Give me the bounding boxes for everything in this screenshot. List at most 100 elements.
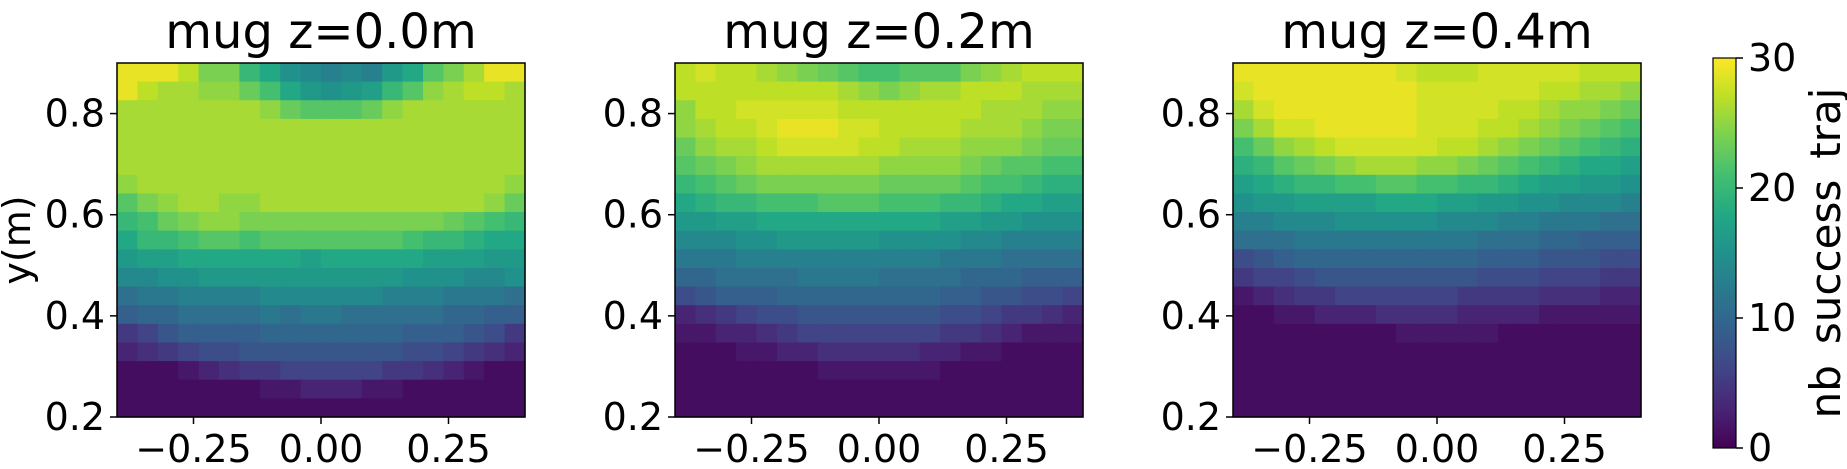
heatmap-cell bbox=[504, 174, 526, 195]
heatmap-cell bbox=[1396, 305, 1418, 325]
heatmap-cell bbox=[423, 361, 444, 381]
heatmap-cell bbox=[341, 398, 363, 418]
heatmap-cell bbox=[1477, 323, 1499, 344]
heatmap-cell bbox=[756, 81, 778, 101]
heatmap-cell bbox=[1457, 323, 1479, 344]
heatmap-cell bbox=[484, 323, 506, 344]
y-tick-label: 0.8 bbox=[603, 92, 663, 136]
heatmap-cell bbox=[1600, 212, 1622, 232]
heatmap-cell bbox=[960, 81, 982, 101]
heatmap-cell bbox=[423, 267, 444, 288]
heatmap-cell bbox=[1457, 100, 1479, 120]
heatmap-cell bbox=[402, 193, 424, 213]
heatmap-cell bbox=[484, 212, 506, 232]
heatmap-cell bbox=[960, 63, 982, 83]
heatmap-cell bbox=[1498, 118, 1520, 139]
heatmap-cell bbox=[219, 156, 240, 176]
heatmap-cell bbox=[756, 361, 778, 381]
heatmap-cell bbox=[157, 398, 179, 418]
heatmap-cell bbox=[1294, 305, 1316, 325]
heatmap-cell bbox=[259, 81, 281, 101]
heatmap-cell bbox=[1477, 230, 1499, 250]
heatmap-cell bbox=[838, 118, 860, 139]
heatmap-cell bbox=[817, 212, 839, 232]
heatmap-cell bbox=[919, 118, 941, 139]
heatmap-cell bbox=[1335, 137, 1356, 157]
heatmap-cell bbox=[1579, 323, 1601, 344]
heatmap-cell bbox=[715, 156, 737, 176]
heatmap-cell bbox=[239, 379, 261, 399]
heatmap-cell bbox=[1253, 174, 1275, 195]
heatmap-cell bbox=[1375, 212, 1397, 232]
heatmap-cell bbox=[321, 100, 342, 120]
heatmap-cell bbox=[1062, 379, 1084, 399]
heatmap-cell bbox=[797, 342, 819, 362]
heatmap-cell bbox=[1457, 342, 1479, 362]
heatmap-cell bbox=[463, 63, 485, 83]
heatmap-cell bbox=[1518, 81, 1540, 101]
heatmap-cell bbox=[504, 305, 526, 325]
heatmap-cell bbox=[1273, 267, 1295, 288]
heatmap-cell bbox=[361, 63, 383, 83]
heatmap-cell bbox=[858, 379, 880, 399]
heatmap-cell bbox=[402, 174, 424, 195]
heatmap-cell bbox=[1335, 156, 1356, 176]
heatmap-cell bbox=[1579, 305, 1601, 325]
heatmap-cell bbox=[239, 137, 261, 157]
heatmap-cell bbox=[736, 81, 758, 101]
heatmap-cell bbox=[1437, 398, 1458, 418]
heatmap-cell bbox=[239, 174, 261, 195]
heatmap-cell bbox=[117, 193, 138, 213]
heatmap-cell bbox=[919, 212, 941, 232]
heatmap-cell bbox=[402, 361, 424, 381]
heatmap-cell bbox=[1457, 212, 1479, 232]
heatmap-cell bbox=[1021, 286, 1043, 306]
heatmap-cell bbox=[1396, 63, 1418, 83]
heatmap-cell bbox=[117, 118, 138, 139]
heatmap-cell bbox=[1539, 398, 1560, 418]
heatmap-cell bbox=[1620, 63, 1642, 83]
heatmap-cell bbox=[879, 398, 900, 418]
heatmap-cell bbox=[504, 156, 526, 176]
heatmap-cell bbox=[981, 81, 1002, 101]
heatmap-cell bbox=[1620, 100, 1642, 120]
heatmap-cell bbox=[300, 137, 322, 157]
heatmap-cell bbox=[402, 379, 424, 399]
heatmap-cell bbox=[117, 137, 138, 157]
heatmap-cell bbox=[981, 63, 1002, 83]
heatmap-cell bbox=[899, 81, 921, 101]
heatmap-cell bbox=[899, 230, 921, 250]
heatmap-cell bbox=[1335, 230, 1356, 250]
heatmap-cell bbox=[1375, 249, 1397, 269]
heatmap-cell bbox=[1253, 137, 1275, 157]
heatmap-cell bbox=[300, 118, 322, 139]
heatmap-cell bbox=[940, 193, 962, 213]
heatmap-cell bbox=[361, 156, 383, 176]
heatmap-cell bbox=[675, 342, 696, 362]
heatmap-cell bbox=[117, 379, 138, 399]
heatmap-cell bbox=[1062, 118, 1084, 139]
heatmap-cell bbox=[1062, 342, 1084, 362]
heatmap-cell bbox=[157, 379, 179, 399]
heatmap-cell bbox=[838, 323, 860, 344]
heatmap-cell bbox=[382, 137, 404, 157]
heatmap-cell bbox=[341, 323, 363, 344]
heatmap-cell bbox=[1042, 286, 1064, 306]
heatmap-cell bbox=[1620, 156, 1642, 176]
heatmap-cell bbox=[899, 267, 921, 288]
heatmap-cell bbox=[1620, 305, 1642, 325]
heatmap-cell bbox=[423, 137, 444, 157]
heatmap-cell bbox=[1559, 137, 1581, 157]
heatmap-cell bbox=[382, 286, 404, 306]
heatmap-cell bbox=[219, 398, 240, 418]
heatmap-cell bbox=[1314, 323, 1336, 344]
heatmap-cell bbox=[443, 137, 465, 157]
heatmap-cell bbox=[1437, 137, 1458, 157]
x-tick-label: 0.25 bbox=[964, 427, 1049, 469]
heatmap-cell bbox=[1001, 156, 1023, 176]
heatmap-cell bbox=[1559, 156, 1581, 176]
heatmap-cell bbox=[157, 361, 179, 381]
heatmap-cell bbox=[1518, 174, 1540, 195]
heatmap-cell bbox=[879, 230, 900, 250]
heatmap-cell bbox=[899, 156, 921, 176]
